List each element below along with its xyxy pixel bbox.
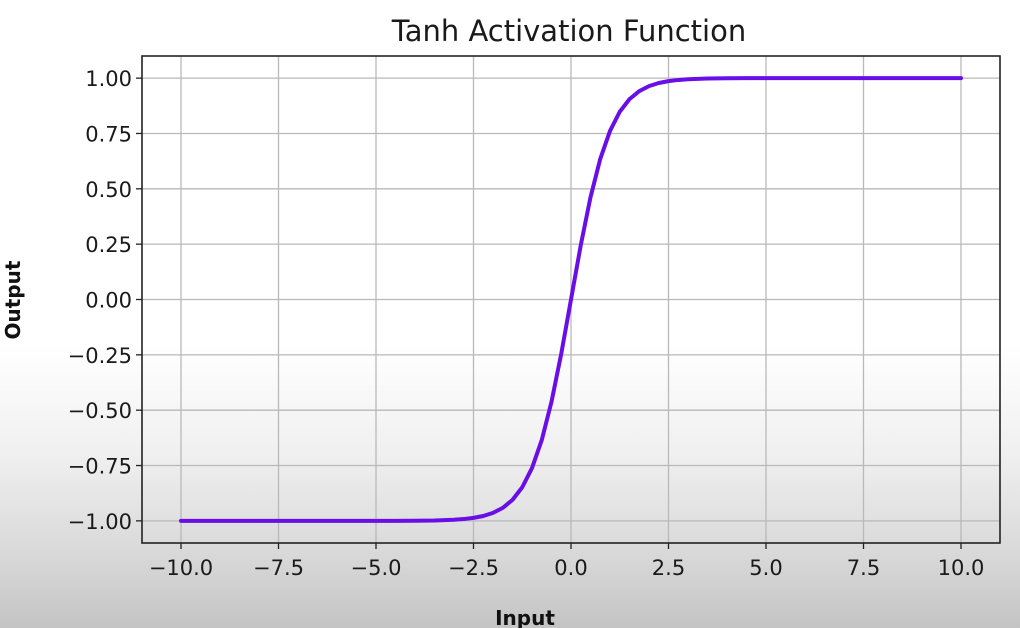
y-tick-label: 0.00 — [85, 289, 132, 313]
x-tick-label: 5.0 — [749, 556, 782, 580]
x-tick-label: −7.5 — [253, 556, 304, 580]
y-tick-label: 0.25 — [85, 233, 132, 257]
axis-ticks: −10.0 −7.5 −5.0 −2.5 0.0 2.5 5.0 7.5 10.0 1.00 0.7… — [68, 67, 985, 580]
y-tick-label: 1.00 — [85, 67, 132, 91]
x-tick-label: 2.5 — [652, 556, 685, 580]
x-tick-label: 10.0 — [938, 556, 985, 580]
x-tick-label: −10.0 — [149, 556, 213, 580]
y-axis-label: Output — [1, 260, 25, 339]
y-tick-label: −1.00 — [68, 510, 132, 534]
series-layer — [179, 76, 963, 523]
chart-title: Tanh Activation Function — [391, 14, 746, 48]
y-tick-label: −0.25 — [68, 344, 132, 368]
x-tick-label: 7.5 — [847, 556, 880, 580]
x-tick-label: 0.0 — [554, 556, 587, 580]
x-tick-label: −5.0 — [351, 556, 402, 580]
y-tick-label: 0.75 — [85, 122, 132, 146]
y-tick-label: 0.50 — [85, 178, 132, 202]
tanh-series-line — [179, 76, 963, 523]
x-axis-label: Input — [495, 606, 555, 628]
y-tick-label: −0.50 — [68, 399, 132, 423]
y-tick-label: −0.75 — [68, 455, 132, 479]
x-tick-label: −2.5 — [448, 556, 499, 580]
